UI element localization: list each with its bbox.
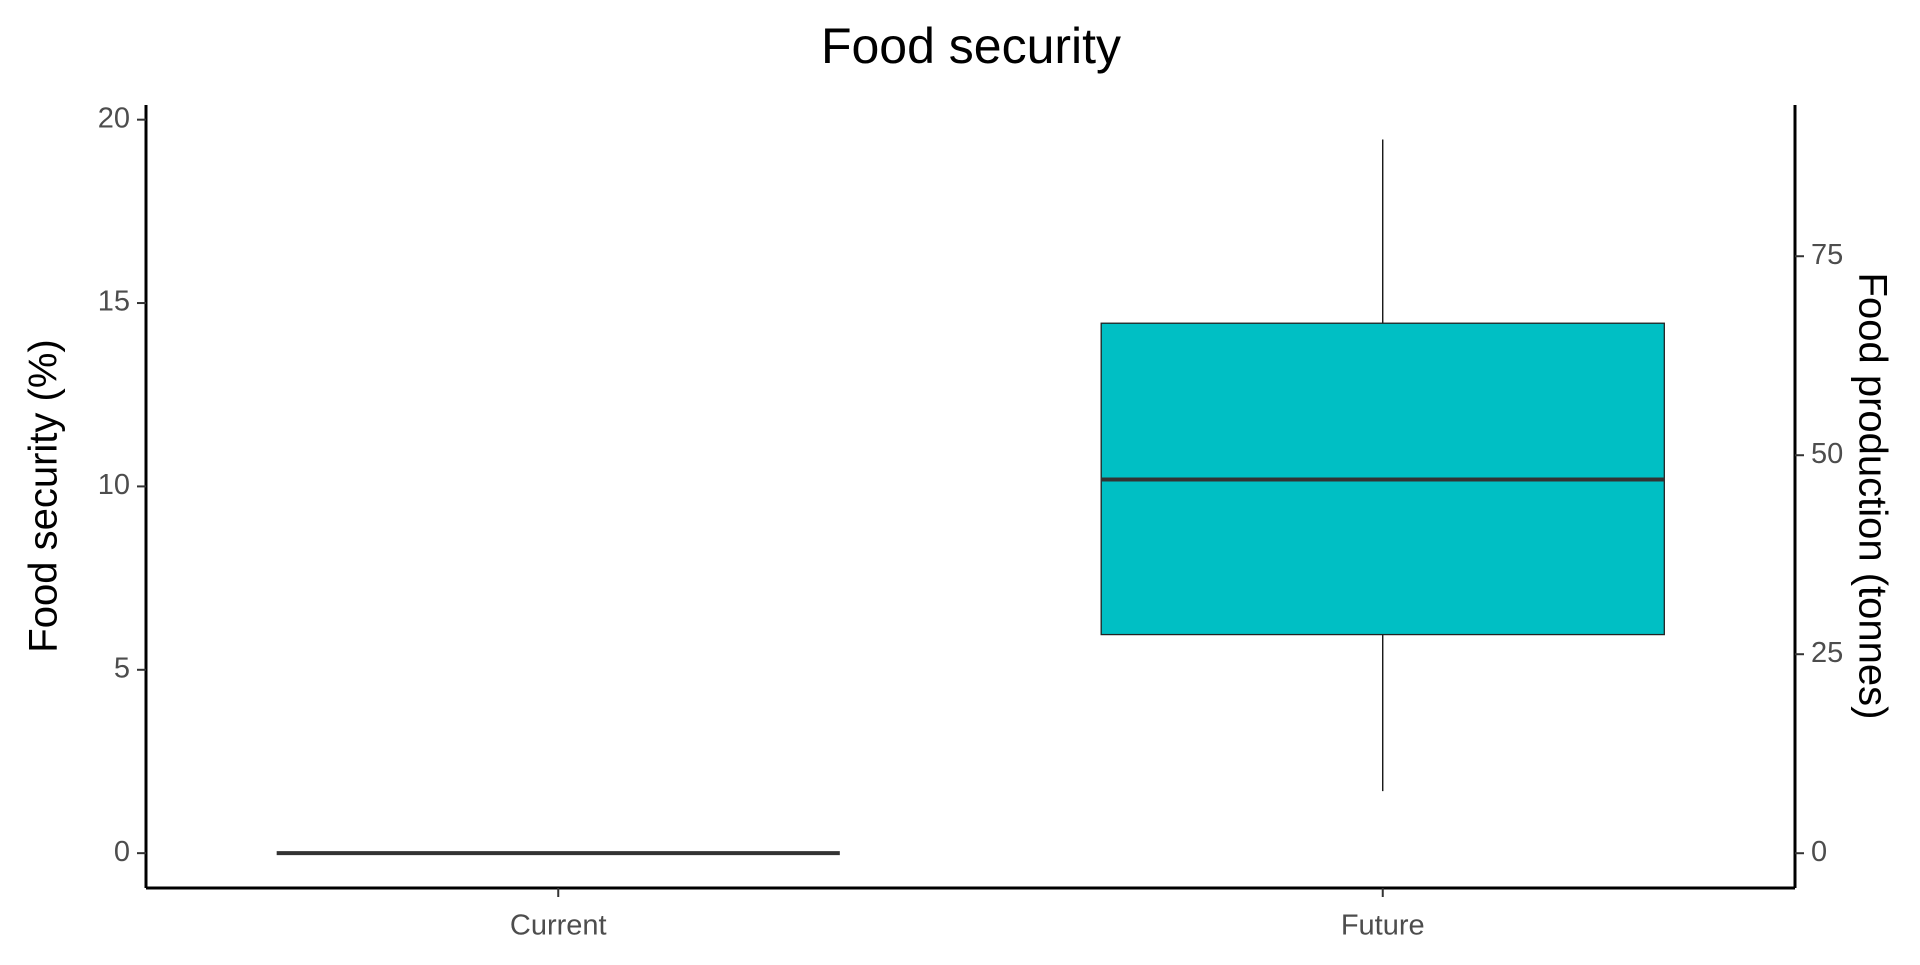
y2-tick-label: 50 xyxy=(1811,438,1843,470)
y2-axis-title: Food production (tonnes) xyxy=(1850,273,1894,720)
y-tick-label: 10 xyxy=(98,469,130,501)
chart-title: Food security xyxy=(821,18,1121,74)
y-tick-label: 20 xyxy=(98,102,130,134)
y-tick-label: 5 xyxy=(114,652,130,684)
x-tick-label: Future xyxy=(1341,910,1425,942)
y2-tick-label: 0 xyxy=(1811,836,1827,868)
y2-tick-label: 75 xyxy=(1811,239,1843,271)
x-tick-label: Current xyxy=(510,910,607,942)
y2-tick-label: 25 xyxy=(1811,637,1843,669)
y-tick-label: 15 xyxy=(98,286,130,318)
y-tick-label: 0 xyxy=(114,836,130,868)
y-axis-title: Food security (%) xyxy=(22,339,66,652)
